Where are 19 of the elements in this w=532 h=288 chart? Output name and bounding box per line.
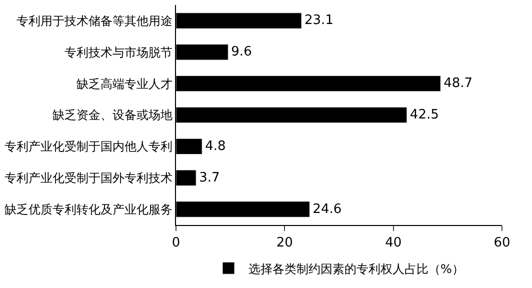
data-label: 4.8 [205,138,226,154]
data-label: 3.7 [199,170,220,186]
data-label: 9.6 [231,44,252,60]
x-tick-label: 40 [385,236,402,251]
data-label: 23.1 [304,13,334,28]
y-tick-label: 专利技术与市场脱节 [64,45,173,60]
y-tick-label: 缺乏优质专利转化及产业化服务 [4,202,173,216]
data-label: 24.6 [312,202,342,217]
legend-label: 选择各类制约因素的专利权人占比（%） [248,262,464,276]
y-tick-label: 专利用于技术储备等其他用途 [16,14,173,28]
data-label: 48.7 [444,76,473,92]
x-tick-label: 60 [494,236,510,251]
y-tick-label: 缺乏资金、设备或场地 [52,108,173,122]
x-tick-label: 0 [172,236,180,251]
x-tick-label: 20 [276,236,293,251]
y-tick-label: 专利产业化受制于国内他人专利 [4,140,173,154]
data-label: 42.5 [410,108,439,122]
y-tick-label: 缺乏高端专业人才 [76,76,173,91]
y-tick-label: 专利产业化受制于国外专利技术 [4,171,173,186]
